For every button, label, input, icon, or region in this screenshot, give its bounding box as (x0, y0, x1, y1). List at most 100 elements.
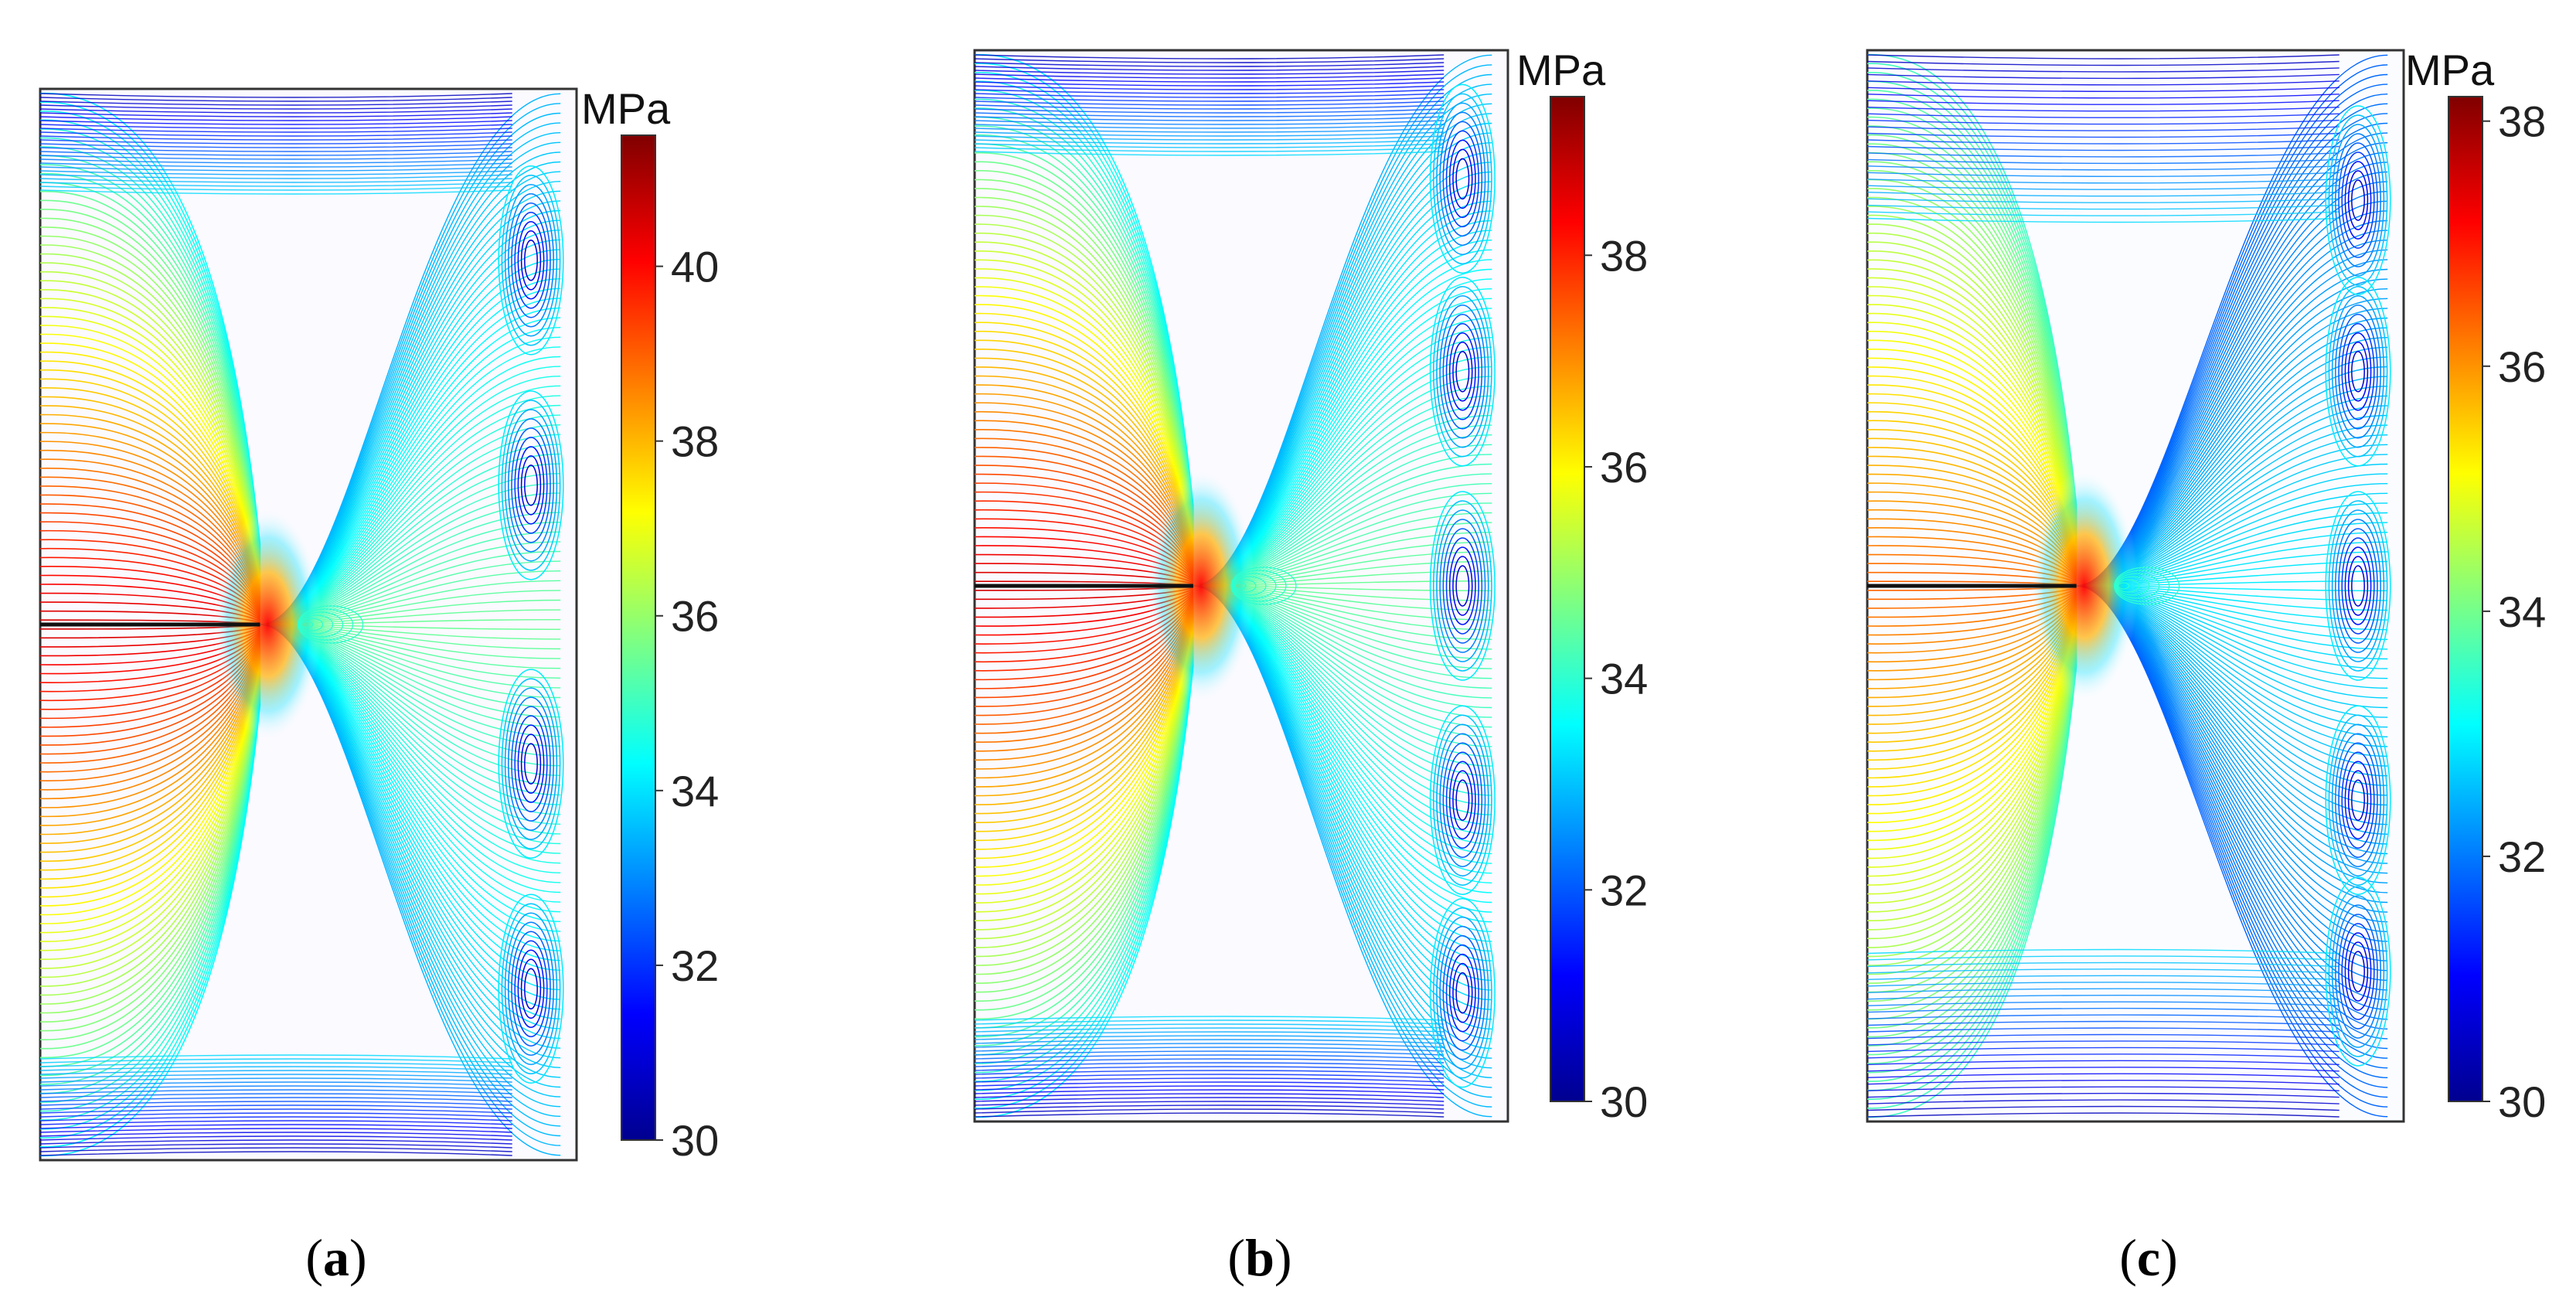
colorbar-tick-label-a: 40 (671, 243, 719, 291)
contour-line-left-a (40, 686, 261, 1040)
edge-band-line-b (975, 1043, 1445, 1048)
contour-line-left-a (40, 679, 261, 987)
edge-loop-a (498, 390, 564, 580)
edge-band-line-c (1867, 132, 2339, 138)
edge-loop-c (2351, 779, 2365, 821)
colorbar-tick-label-c: 38 (2498, 97, 2546, 146)
edge-band-line-c (1867, 145, 2339, 151)
edge-band-line-c (1867, 192, 2339, 197)
contour-line-left-a (40, 325, 261, 580)
contour-line-left-a (40, 271, 261, 572)
contour-line-left-b (975, 635, 1194, 913)
colorbar-b (1550, 96, 1585, 1102)
edge-loop-c (2328, 714, 2388, 886)
tip-loop-b (1230, 567, 1297, 605)
edge-loop-b (1442, 934, 1483, 1051)
edge-band-line-a (40, 1058, 512, 1064)
contour-line-left-c (1867, 631, 2077, 895)
edge-band-line-a (40, 1054, 512, 1060)
edge-band-line-b (975, 112, 1445, 117)
edge-loop-c (2341, 151, 2375, 249)
edge-band-line-c (1867, 968, 2339, 974)
edge-band-line-c (1867, 100, 2339, 105)
contour-line-left-a (40, 679, 261, 996)
edge-loop-b (1442, 121, 1483, 237)
tip-loop-c (2116, 576, 2150, 596)
colorbar-unit-b: MPa (1516, 46, 1606, 94)
edge-loop-b (1449, 953, 1476, 1033)
edge-band-line-a (40, 1074, 512, 1079)
edge-band-line-b (975, 1074, 1445, 1079)
edge-loop-c (2344, 761, 2372, 839)
contour-line-left-b (975, 232, 1194, 533)
edge-band-line-b (975, 89, 1445, 94)
contour-line-left-a (40, 235, 261, 567)
edge-band-line-a (40, 97, 512, 102)
tip-loop-b (1232, 573, 1277, 599)
contour-line-left-b (975, 223, 1194, 532)
edge-loop-b (1449, 546, 1476, 625)
edge-loop-a (508, 696, 554, 831)
colorbar-ticks-b: 30 32 34 36 38 (1584, 231, 1648, 1126)
colorbar-tick-label-a: 38 (671, 417, 719, 466)
edge-band-line-c (1867, 165, 2339, 171)
edge-band-line-b (975, 135, 1445, 141)
contour-line-left-a (40, 298, 261, 576)
edge-band-line-a (40, 185, 512, 191)
contour-line-left-c (1867, 259, 2077, 537)
contour-line-left-a (40, 670, 261, 934)
caption-c: (c) (2119, 1228, 2178, 1287)
contour-line-left-b (975, 196, 1194, 528)
edge-band-line-c (1867, 80, 2339, 86)
contour-line-left-b (975, 646, 1194, 993)
edge-band-line-a (40, 1066, 512, 1071)
edge-loop-c (2331, 895, 2385, 1048)
edge-loop-c (2325, 277, 2391, 467)
edge-loop-b (1436, 916, 1489, 1070)
edge-band-line-b (975, 1097, 1445, 1102)
contour-line-left-b (975, 268, 1194, 539)
edge-loop-b (1455, 351, 1470, 393)
edge-band-line-b (975, 1023, 1445, 1029)
contour-line-left-a (40, 693, 261, 1085)
edge-band-line-c (1867, 988, 2339, 993)
contour-line-left-c (1867, 188, 2077, 527)
edge-loop-c (2335, 133, 2381, 267)
edge-loop-c (2328, 500, 2388, 672)
tip-loop-c (2115, 570, 2170, 602)
edge-loop-a (524, 743, 538, 785)
edge-band-line-a (40, 1132, 512, 1137)
edge-band-line-c (1867, 1047, 2339, 1053)
colorbar-tick-label-a: 34 (671, 767, 719, 815)
colorbar-unit-c: MPa (2405, 46, 2495, 94)
contour-line-left-c (1867, 642, 2077, 966)
edge-band-line-a (40, 1077, 512, 1083)
edge-loop-c (2341, 923, 2375, 1020)
edge-band-line-b (975, 54, 1445, 60)
contour-line-left-c (1867, 635, 2077, 921)
edge-band-line-c (1867, 172, 2339, 177)
contour-line-left-b (975, 649, 1194, 1011)
edge-loop-a (501, 175, 561, 346)
edge-band-line-b (975, 81, 1445, 87)
contour-line-left-c (1867, 640, 2077, 948)
edge-band-line-c (1867, 1073, 2339, 1078)
colorbar-tick-label-c: 30 (2498, 1077, 2546, 1126)
edge-band-line-c (1867, 1112, 2339, 1118)
contour-line-left-a (40, 333, 261, 581)
contour-line-left-c (1867, 286, 2077, 542)
edge-band-line-b (975, 1108, 1445, 1114)
edge-loop-a (514, 437, 548, 534)
edge-loop-c (2341, 323, 2375, 420)
stress-concentration-a (213, 509, 322, 740)
edge-band-line-c (1867, 211, 2339, 216)
edge-band-line-c (1867, 948, 2339, 955)
edge-loop-b (1442, 314, 1483, 430)
edge-band-line-c (1867, 198, 2339, 203)
edge-loop-c (2335, 305, 2381, 439)
edge-band-line-b (975, 97, 1445, 102)
contour-line-left-a (40, 289, 261, 575)
edge-band-line-a (40, 182, 512, 187)
edge-band-line-b (975, 1062, 1445, 1067)
edge-band-line-c (1867, 179, 2339, 184)
